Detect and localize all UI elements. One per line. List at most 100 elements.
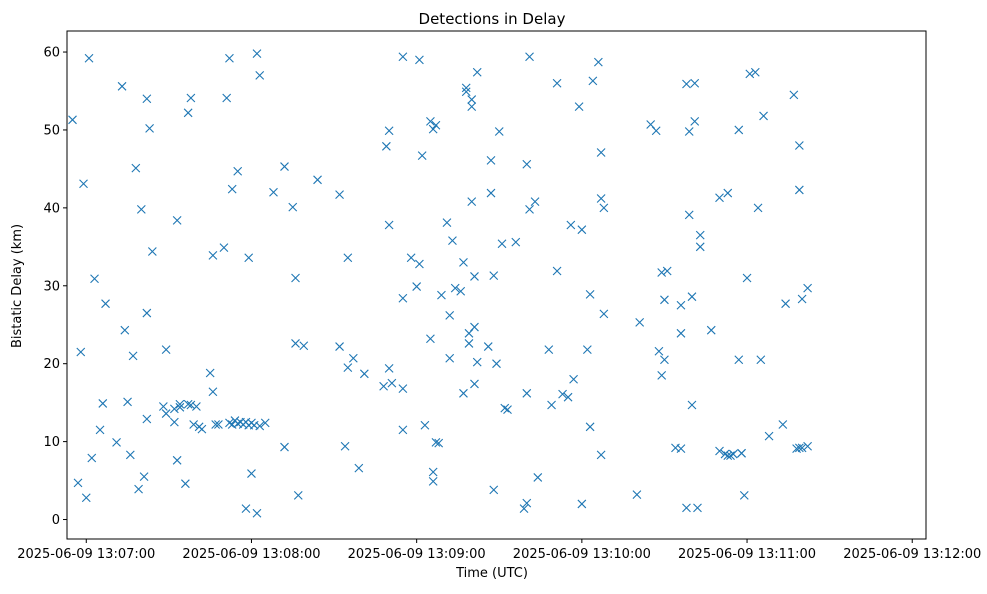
data-point-marker	[690, 116, 700, 126]
y-tick-label: 20	[43, 357, 60, 372]
data-point-marker	[585, 422, 595, 432]
data-point-marker	[682, 79, 691, 89]
data-point-marker	[291, 273, 300, 283]
data-point-marker	[252, 508, 262, 518]
data-point-marker	[313, 175, 322, 185]
x-axis-label: Time (UTC)	[455, 566, 528, 581]
data-point-marker	[585, 289, 595, 299]
x-tick-label: 2025-06-09 13:07:00	[17, 547, 155, 562]
data-point-marker	[662, 266, 672, 276]
data-point-marker	[147, 247, 157, 256]
data-point-marker	[214, 420, 223, 429]
data-point-marker	[280, 162, 289, 171]
data-point-marker	[142, 308, 152, 318]
data-point-marker	[684, 210, 694, 220]
data-point-marker	[241, 504, 251, 514]
x-tick-label: 2025-06-09 13:10:00	[513, 547, 651, 562]
data-point-marker	[197, 424, 207, 434]
data-point-marker	[205, 368, 215, 378]
x-tick-label: 2025-06-09 13:12:00	[843, 547, 981, 562]
data-point-marker	[723, 188, 733, 198]
data-point-marker	[445, 310, 455, 320]
y-axis-label: Bistatic Delay (km)	[10, 224, 25, 348]
x-tick-label: 2025-06-09 13:09:00	[348, 547, 486, 562]
data-point-marker	[759, 111, 768, 121]
data-point-marker	[599, 309, 609, 319]
data-point-marker	[596, 194, 606, 203]
data-point-marker	[734, 355, 744, 365]
data-point-marker	[437, 290, 446, 300]
data-point-marker	[569, 374, 578, 384]
data-point-marker	[706, 325, 716, 335]
data-point-marker	[335, 190, 344, 200]
data-point-marker	[448, 236, 457, 245]
data-point-marker	[503, 405, 512, 415]
data-point-marker	[753, 203, 763, 213]
data-point-marker	[95, 425, 105, 435]
data-point-marker	[544, 345, 554, 355]
data-point-marker	[299, 341, 309, 351]
data-point-marker	[803, 283, 813, 293]
data-point-marker	[547, 400, 556, 410]
data-point-marker	[180, 479, 190, 489]
data-point-marker	[552, 78, 562, 88]
data-point-marker	[398, 384, 408, 394]
data-point-marker	[233, 166, 243, 176]
data-point-marker	[219, 243, 229, 252]
data-point-marker	[79, 179, 88, 189]
data-point-marker	[794, 443, 804, 453]
data-point-marker	[359, 369, 369, 379]
data-point-marker	[445, 353, 455, 363]
data-point-marker	[84, 53, 94, 63]
data-point-marker	[183, 108, 193, 118]
data-point-marker	[459, 388, 468, 398]
data-point-marker	[558, 389, 567, 399]
data-point-marker	[428, 467, 438, 477]
y-axis-ticks: 0 10 20 30 40 50 60	[43, 46, 67, 528]
data-point-marker	[797, 443, 807, 453]
data-point-marker	[222, 93, 232, 103]
data-point-marker	[81, 493, 91, 503]
data-point-marker	[288, 202, 298, 212]
data-point-marker	[255, 421, 265, 431]
data-point-marker	[739, 490, 749, 500]
data-point-marker	[635, 318, 645, 327]
data-point-marker	[632, 490, 642, 499]
data-point-marker	[676, 328, 686, 338]
y-tick-label: 10	[43, 435, 60, 450]
data-point-marker	[470, 379, 479, 389]
data-point-marker	[577, 225, 587, 235]
data-point-marker	[123, 397, 132, 407]
data-point-marker	[426, 116, 435, 126]
data-point-marker	[745, 69, 755, 79]
data-point-marker	[797, 294, 807, 304]
data-point-marker	[247, 469, 256, 478]
data-point-marker	[459, 258, 468, 267]
data-point-marker	[125, 450, 135, 460]
chart-title: Detections in Delay	[419, 10, 566, 28]
data-point-marker	[596, 148, 606, 157]
data-point-marker	[511, 237, 521, 247]
data-point-marker	[654, 346, 664, 356]
data-point-marker	[522, 498, 532, 508]
data-point-marker	[715, 446, 724, 456]
data-point-marker	[434, 438, 444, 448]
data-point-marker	[734, 125, 744, 135]
data-point-marker	[657, 268, 667, 277]
data-point-marker	[519, 504, 529, 514]
data-point-marker	[582, 345, 592, 355]
data-point-marker	[525, 205, 534, 214]
y-tick-label: 50	[43, 123, 60, 138]
data-point-marker	[530, 197, 540, 207]
data-point-marker	[483, 342, 493, 351]
data-point-marker	[720, 449, 730, 459]
data-point-marker	[750, 67, 760, 77]
data-point-marker	[384, 126, 394, 136]
data-point-marker	[348, 353, 358, 363]
data-point-marker	[764, 431, 774, 441]
data-point-marker	[789, 90, 799, 100]
data-point-marker	[467, 102, 477, 111]
plot-frame	[66, 30, 927, 540]
data-point-marker	[467, 95, 477, 104]
